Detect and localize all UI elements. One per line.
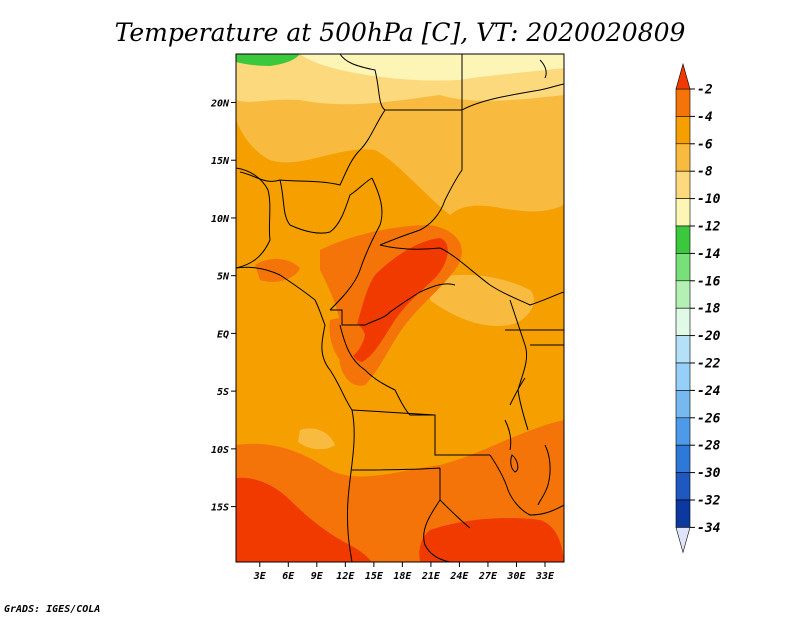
colorbar-swatch [675, 390, 691, 419]
colorbar-label: -12 [697, 220, 721, 235]
temperature-field [236, 54, 564, 562]
field-cool-central-east [430, 274, 534, 326]
border-uganda-kenya [505, 329, 564, 346]
colorbar-swatch [675, 143, 691, 172]
lat-tick-label: EQ [217, 329, 229, 340]
lake-malawi [537, 444, 551, 506]
colorbar-swatch [675, 444, 691, 473]
colorbar-label: -32 [697, 494, 721, 509]
colorbar-swatch [675, 417, 691, 446]
colorbar: -2 -4 -6 -8 -10 -12 -14 -16 -18 -20 -22 -24 -26 -28 -3… [675, 62, 721, 554]
field-hot-central [350, 238, 448, 362]
colorbar-label: -4 [697, 110, 713, 125]
latitude-axis: 20N 15N 10N 5N EQ 5S 10S 15S [210, 98, 236, 514]
colorbar-swatch [675, 170, 691, 199]
field-cool-patch-south [298, 428, 335, 450]
coastline-west-africa [236, 167, 271, 269]
lake-mweru [510, 454, 519, 473]
colorbar-label: -30 [697, 466, 721, 481]
colorbar-label: -18 [697, 302, 721, 317]
colorbar-label: -26 [697, 411, 721, 426]
colorbar-swatch [675, 280, 691, 309]
lon-tick-label: 27E [478, 571, 498, 582]
chart-title: Temperature at 500hPa [C], VT: 202002080… [115, 18, 686, 47]
field-warm-nigeria [255, 258, 300, 282]
colorbar-swatch [675, 307, 691, 336]
lon-tick-label: 30E [506, 571, 526, 582]
lat-tick-label: 15N [211, 156, 230, 167]
field-hot-southwest [236, 477, 372, 562]
lon-tick-label: 6E [282, 571, 295, 582]
map-panel: 20N 15N 10N 5N EQ 5S 10S 15S 3E 6E 9E 12E 15E 18E 21E… [210, 53, 565, 582]
field-green-northwest [236, 54, 300, 66]
colorbar-label: -10 [697, 192, 721, 207]
colorbar-label: -28 [697, 439, 721, 454]
border-drc-west [339, 324, 490, 456]
colorbar-swatch [675, 198, 691, 227]
border-drc-east [509, 299, 529, 431]
colorbar-label: -22 [697, 357, 721, 372]
country-borders [236, 54, 564, 562]
field-warm-gabon [329, 318, 365, 361]
lon-tick-label: 15E [365, 571, 384, 582]
lat-tick-label: 20N [210, 98, 230, 109]
colorbar-label: -14 [697, 247, 721, 262]
colorbar-swatch [675, 225, 691, 254]
colorbar-label: -20 [697, 329, 721, 344]
border-libya-egypt-sudan [461, 54, 564, 111]
lat-tick-label: 5S [217, 387, 229, 398]
border-nigeria-north [279, 177, 373, 234]
field-cool-east [468, 113, 564, 208]
lon-tick-label: 12E [336, 571, 355, 582]
colorbar-bottom-triangle [675, 527, 691, 554]
colorbar-swatch [675, 88, 691, 117]
border-chad-libya-sudan [379, 109, 463, 246]
colorbar-label: -6 [697, 137, 713, 152]
colorbar-swatch [675, 116, 691, 145]
colorbar-swatch [675, 253, 691, 282]
colorbar-label: -34 [697, 521, 721, 536]
colorbar-swatch [675, 335, 691, 364]
lake-tanganyika [504, 377, 526, 451]
map-frame [235, 53, 565, 563]
border-car-south-sudan [379, 244, 564, 306]
lat-tick-label: 5N [217, 272, 230, 283]
lon-tick-label: 33E [535, 571, 555, 582]
field-coolest-north [300, 54, 564, 81]
lat-tick-label: 10S [211, 445, 229, 456]
colorbar-top-triangle [675, 62, 691, 90]
field-hot-southeast [419, 518, 564, 562]
lon-tick-label: 24E [449, 571, 469, 582]
border-congo-car [330, 283, 456, 326]
lat-tick-label: 15S [211, 503, 229, 514]
lon-tick-label: 9E [311, 571, 324, 582]
colorbar-swatch [675, 472, 691, 501]
colorbar-label: -16 [697, 274, 721, 289]
colorbar-label: -8 [697, 165, 713, 180]
longitude-axis: 3E 6E 9E 12E 15E 18E 21E 24E 27E 30E 33E [253, 562, 555, 582]
coastline-central-west [236, 266, 355, 562]
lon-tick-label: 21E [421, 571, 441, 582]
red-sea-coast [539, 59, 547, 79]
lon-tick-label: 18E [393, 571, 412, 582]
colorbar-swatch [675, 499, 691, 528]
colorbar-label: -24 [697, 384, 721, 399]
border-zambia-tanzania [489, 454, 564, 516]
lon-tick-label: 3E [253, 571, 267, 582]
border-zambia-namibia [423, 499, 451, 562]
credit-text: GrADS: IGES/COLA [4, 604, 101, 615]
border-chad-cameroon [329, 177, 383, 311]
lat-tick-label: 10N [211, 214, 230, 225]
colorbar-label: -2 [697, 83, 713, 98]
colorbar-swatch [675, 362, 691, 391]
